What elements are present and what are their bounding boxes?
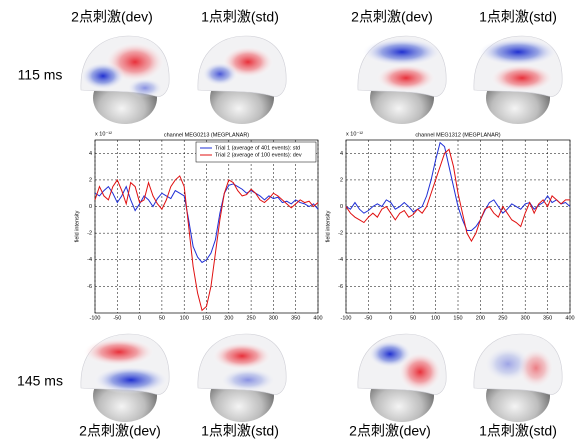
x-tick-label: 150 [202,315,211,321]
y-tick-label: -4 [87,257,92,263]
y-tick-label: -2 [87,231,92,237]
bottom-label: 2点刺激(dev) [79,423,161,439]
x-tick-label: 100 [180,315,189,321]
y-tick-label: -6 [87,284,92,290]
top-label: 1点刺激(std) [479,9,557,25]
top-label: 2点刺激(dev) [351,9,433,25]
x-tick-label: 150 [453,315,462,321]
x-tick-label: 400 [313,315,322,321]
head-map [81,334,169,422]
y-tick-label: 2 [89,177,92,183]
x-tick-label: -50 [364,315,372,321]
head-map [198,36,286,124]
x-tick-label: 200 [476,315,485,321]
y-tick-label: 4 [340,151,343,157]
head-map [81,36,169,124]
legend-label: Trial 2 (average of 100 events): dev [215,152,302,158]
x-tick-label: 200 [224,315,233,321]
y-tick-label: -6 [338,284,343,290]
y-tick-label: -4 [338,257,343,263]
x-tick-label: -100 [340,315,351,321]
y-tick-label: -2 [338,231,343,237]
head-map [474,334,562,422]
x-tick-label: 250 [498,315,507,321]
series-line [95,184,318,263]
figure: 2点刺激(dev) 1点刺激(std) 2点刺激(dev) 1点刺激(std) … [0,0,575,441]
x-tick-label: 350 [543,315,552,321]
x-tick-label: 0 [138,315,141,321]
head-map [198,334,286,422]
y-scale-note: x 10⁻¹² [346,131,363,137]
head-map [358,334,446,422]
legend-label: Trial 1 (average of 401 events): std [215,145,300,151]
top-label: 1点刺激(std) [201,9,279,25]
row-label: 145 ms [17,373,63,389]
y-axis-label: field intensity [325,210,331,242]
x-tick-label: 50 [159,315,165,321]
x-tick-label: 300 [269,315,278,321]
x-tick-label: 50 [410,315,416,321]
x-tick-label: 400 [565,315,574,321]
bottom-label: 2点刺激(dev) [349,423,431,439]
head-map [358,36,446,124]
series-line [346,149,570,241]
x-tick-label: 100 [431,315,440,321]
chart-title: channel MEG0213 (MEGPLANAR) [164,132,249,138]
x-tick-label: 250 [247,315,256,321]
bottom-label: 1点刺激(std) [479,423,557,439]
head-map [474,36,562,124]
y-tick-label: 0 [89,204,92,210]
bottom-label: 1点刺激(std) [201,423,279,439]
chart-title: channel MEG1312 (MEGPLANAR) [415,132,500,138]
x-tick-label: 350 [291,315,300,321]
x-tick-label: -100 [89,315,100,321]
x-tick-label: 0 [389,315,392,321]
y-tick-label: 2 [340,177,343,183]
y-axis-label: field intensity [74,210,80,242]
top-label: 2点刺激(dev) [71,9,153,25]
x-tick-label: -50 [113,315,121,321]
y-scale-note: x 10⁻¹² [95,131,112,137]
y-tick-label: 0 [340,204,343,210]
row-label: 115 ms [18,67,63,83]
x-tick-label: 300 [521,315,530,321]
y-tick-label: 4 [89,151,92,157]
